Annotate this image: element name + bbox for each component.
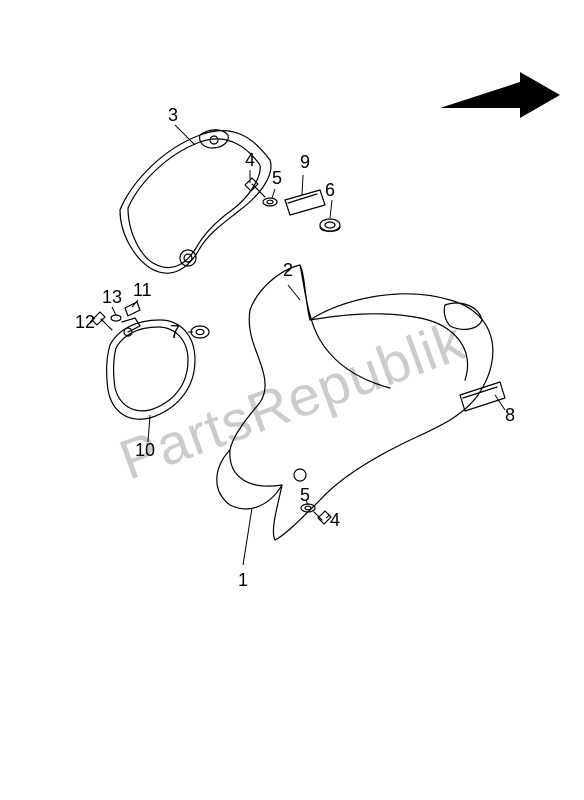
part-10-service-cover [107, 318, 195, 419]
ref-2: 2 [283, 260, 293, 281]
ref-1: 1 [238, 570, 248, 591]
direction-arrow [440, 72, 560, 118]
part-6-grommet [320, 219, 340, 232]
diagram-svg [0, 0, 584, 800]
ref-3: 3 [168, 105, 178, 126]
ref-5a: 5 [272, 168, 282, 189]
leader-lines [90, 125, 505, 565]
part-9-cushion-upper [285, 190, 325, 215]
diagram-canvas: PartsRepublik [0, 0, 584, 800]
ref-8: 8 [505, 405, 515, 426]
ref-7: 7 [170, 322, 180, 343]
part-8-cushion-right [460, 382, 505, 411]
part-7-grommet [191, 326, 209, 338]
ref-13: 13 [102, 287, 122, 308]
ref-5b: 5 [300, 485, 310, 506]
ref-4a: 4 [245, 150, 255, 171]
ref-12: 12 [75, 312, 95, 333]
part-2-side-cover-right [217, 265, 493, 540]
ref-11: 11 [133, 280, 152, 301]
ref-10: 10 [135, 440, 155, 461]
ref-6: 6 [325, 180, 335, 201]
ref-4b: 4 [330, 510, 340, 531]
ref-9: 9 [300, 152, 310, 173]
